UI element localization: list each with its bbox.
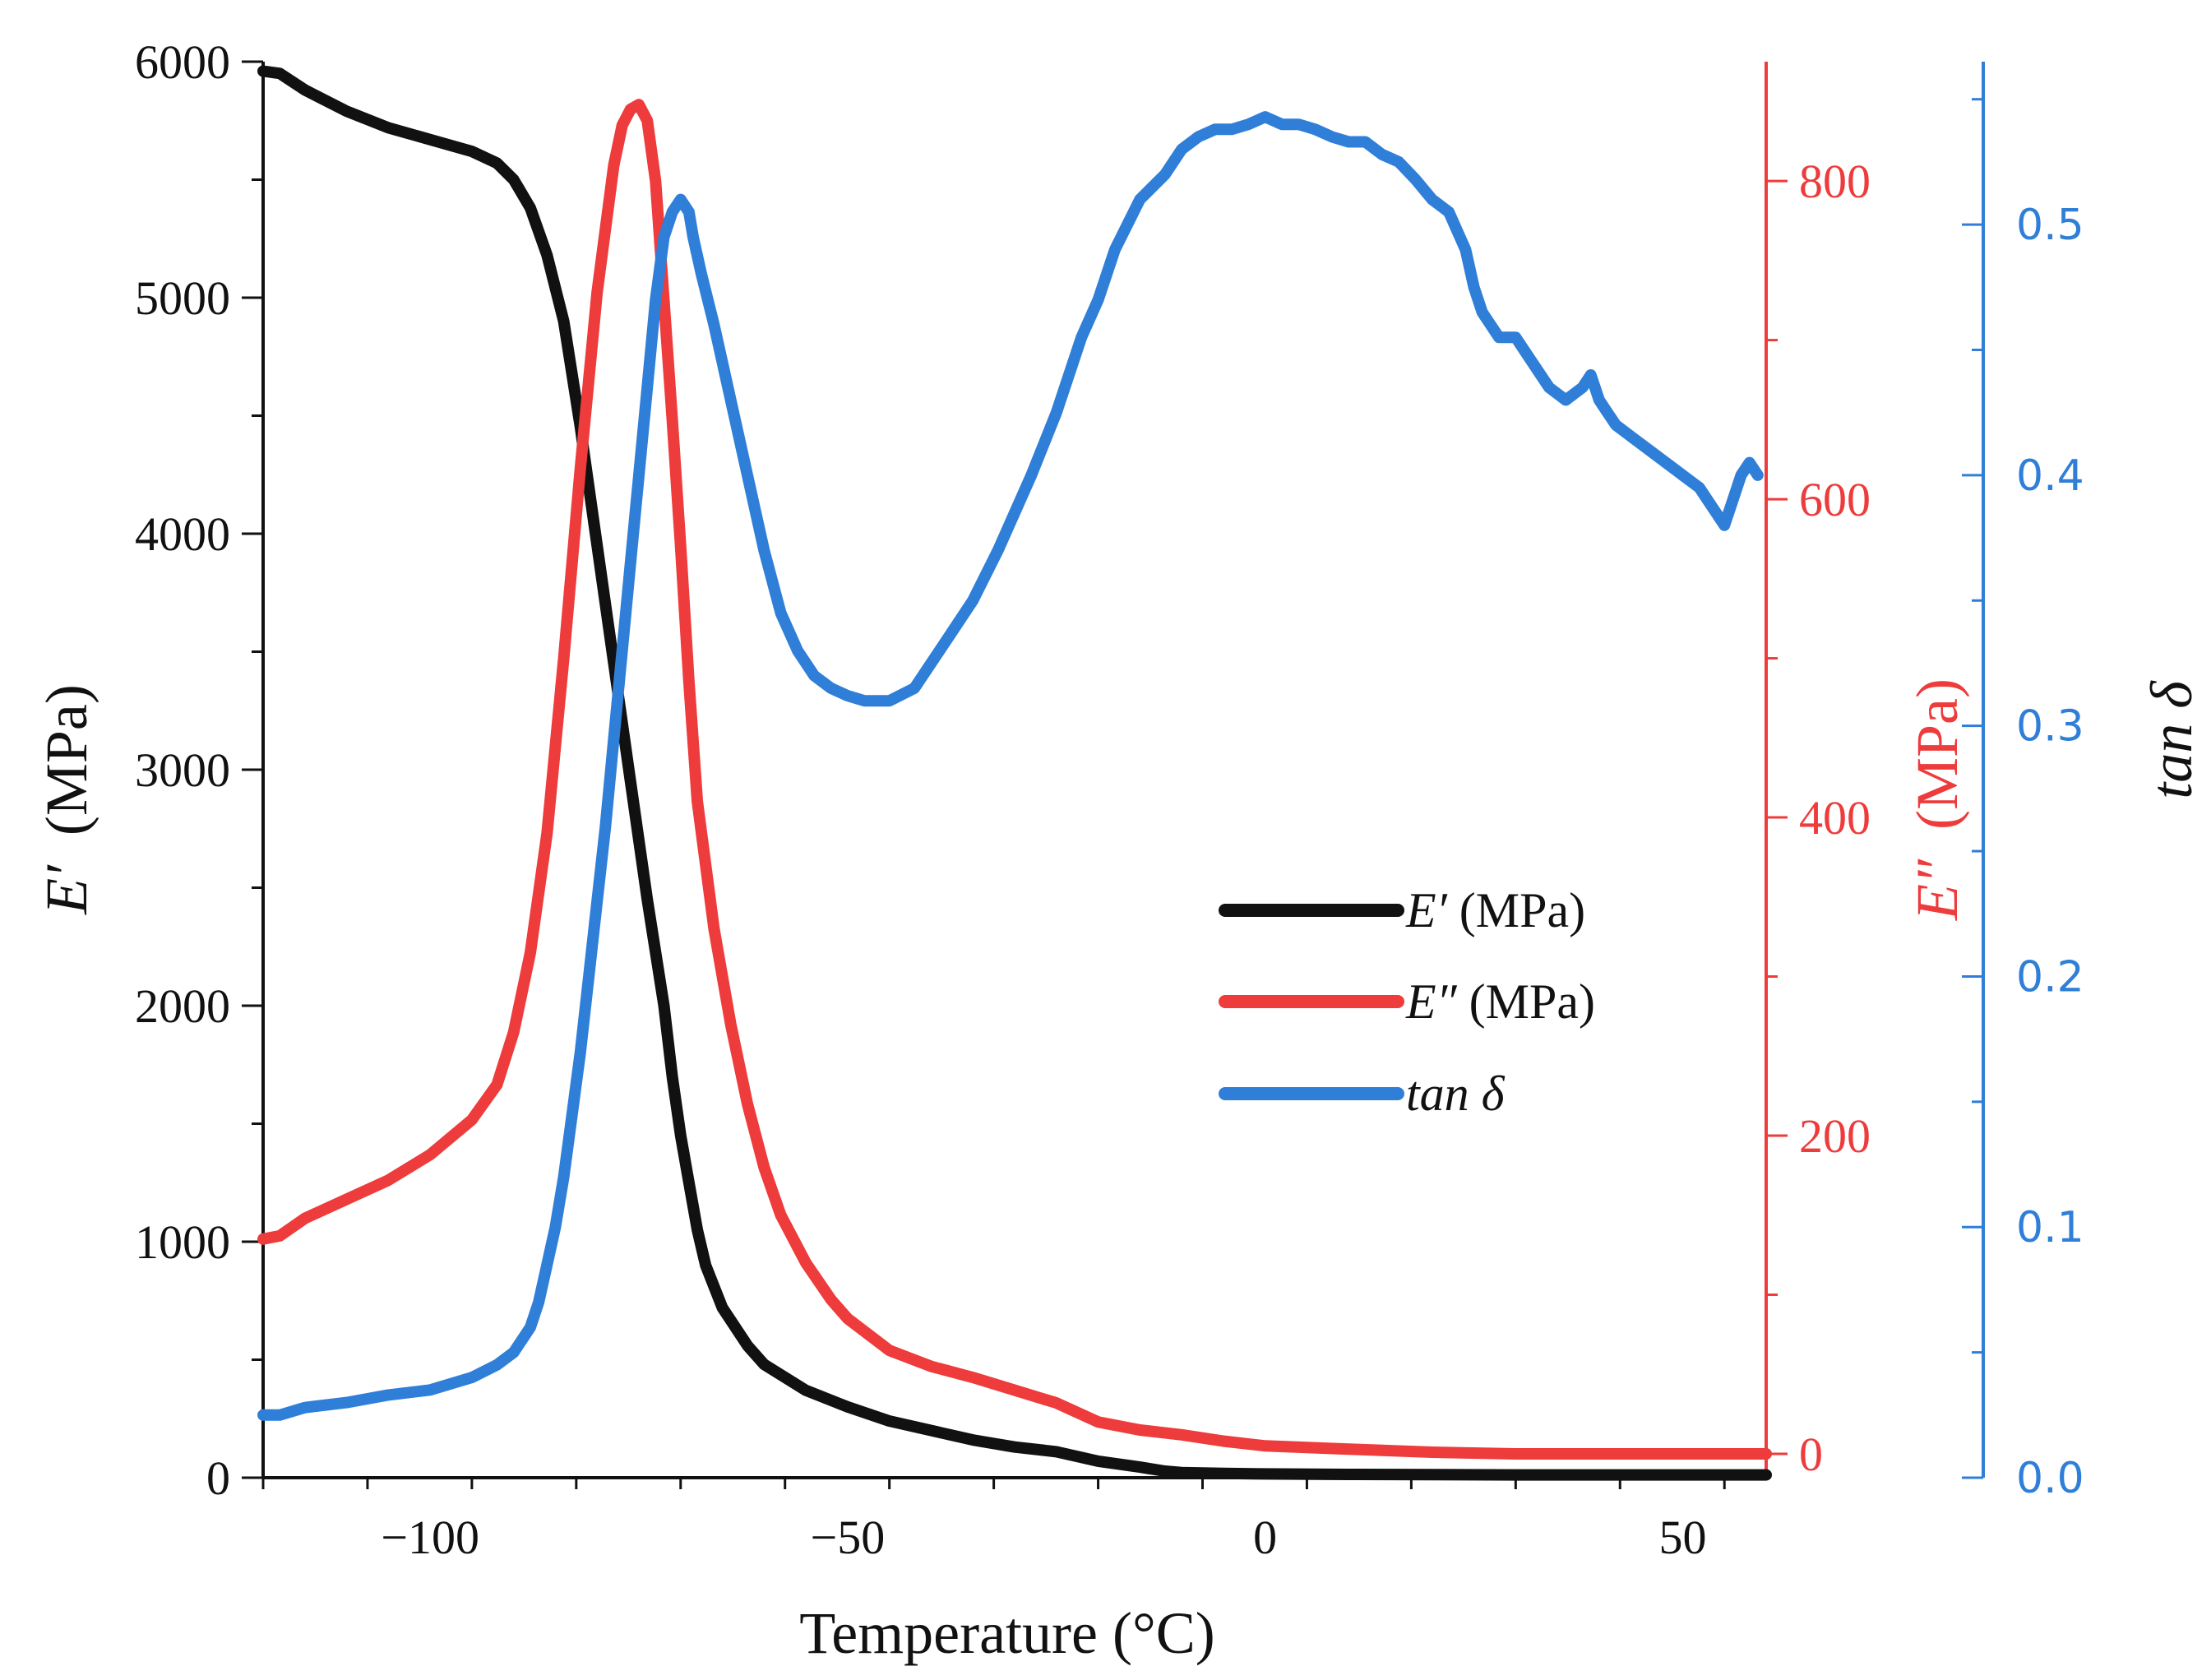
y-left-label-unit: (MPa) (34, 684, 99, 835)
legend-label-unit: (MPa) (1447, 883, 1585, 937)
y-left-tick-label: 3000 (135, 743, 230, 797)
e-prime-series-line (257, 65, 1772, 1481)
legend-label-unit: (MPa) (1457, 974, 1595, 1029)
legend: E′ (MPa)E″ (MPa)tan δ (1219, 883, 1595, 1121)
y-axis-left: 0 1000 2000 3000 4000 5000 6000 (135, 35, 263, 1505)
legend-label: tan δ (1406, 1067, 1506, 1121)
plot-frame (261, 62, 1985, 1479)
y-blue-tick-label: 0.1 (2016, 1203, 2084, 1252)
axis-labels: Temperature (°C) E′ (MPa) E″ (MPa) tan δ (34, 678, 2204, 1666)
y-left-tick-label: 0 (206, 1451, 230, 1505)
y-red-tick-label: 800 (1799, 155, 1871, 208)
legend-label: E″ (MPa) (1405, 974, 1595, 1029)
legend-item-tan-delta: tan δ (1219, 1067, 1506, 1121)
y-red-tick-label: 400 (1799, 791, 1871, 845)
y-blue-tick-label: 0.0 (2016, 1454, 2084, 1503)
x-tick-label: −50 (811, 1511, 886, 1564)
legend-label: E′ (MPa) (1405, 883, 1585, 937)
y-left-tick-label: 1000 (135, 1215, 230, 1269)
y-blue-tick-label: 0.5 (2016, 201, 2084, 250)
x-axis-label: Temperature (°C) (799, 1600, 1215, 1666)
legend-label-symbol: E′ (1405, 883, 1448, 937)
legend-item-e-prime: E′ (MPa) (1219, 883, 1585, 937)
y-left-tick-label: 4000 (135, 507, 230, 561)
y-left-tick-label: 5000 (135, 271, 230, 325)
series-group (257, 65, 1772, 1481)
x-tick-label: 0 (1253, 1511, 1277, 1564)
y-blue-tick-label: 0.2 (2016, 952, 2084, 1002)
tan-delta-series-line (257, 111, 1764, 1421)
x-tick-label: −100 (381, 1511, 479, 1564)
y-blue-tick-label: 0.4 (2016, 451, 2084, 501)
y-red-label-symbol: E″ (1904, 859, 1970, 921)
y-red-label-unit: (MPa) (1904, 678, 1970, 830)
y-axis-red-label: E″ (MPa) (1904, 678, 1970, 921)
y-left-tick-label: 2000 (135, 979, 230, 1033)
x-tick-label: 50 (1658, 1511, 1706, 1564)
y-red-tick-label: 0 (1799, 1428, 1823, 1481)
x-axis: −100 −50 0 50 (261, 1478, 1726, 1564)
y-left-label-symbol: E′ (34, 864, 99, 915)
y-blue-tick-label: 0.3 (2016, 702, 2084, 752)
legend-label-symbol: tan δ (1406, 1067, 1506, 1121)
legend-label-symbol: E″ (1405, 974, 1458, 1029)
e-double-prime-series-line (257, 99, 1772, 1460)
y-red-tick-label: 200 (1799, 1109, 1871, 1163)
y-left-tick-label: 6000 (135, 35, 230, 89)
y-red-tick-label: 600 (1799, 473, 1871, 526)
y-axis-left-label: E′ (MPa) (34, 684, 99, 915)
y-axis-right-blue: 0.0 0.1 0.2 0.3 0.4 0.5 (1962, 98, 2084, 1503)
y-axis-right-red: 0 200 400 600 800 (1766, 155, 1871, 1481)
y-axis-blue-label: tan δ (2139, 680, 2204, 799)
legend-item-e-double-prime: E″ (MPa) (1219, 974, 1595, 1029)
